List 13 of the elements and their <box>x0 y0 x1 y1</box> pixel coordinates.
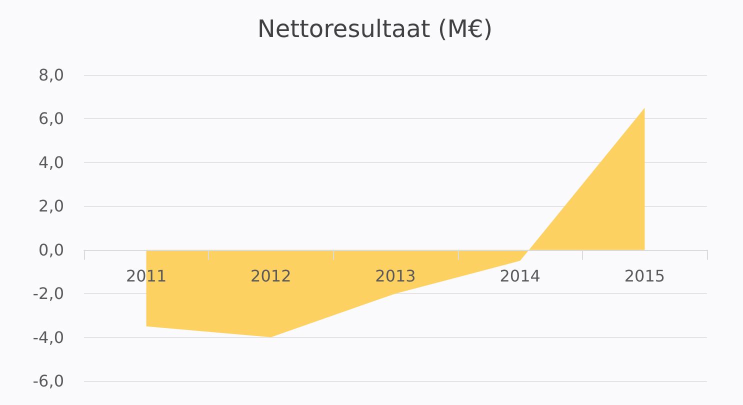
y-tick-label: -4,0 <box>32 328 64 347</box>
y-tick-label: -6,0 <box>32 372 64 390</box>
x-tick-label: 2013 <box>375 266 416 286</box>
x-tick-label: 2014 <box>500 266 540 286</box>
y-tick-label: 8,0 <box>38 66 64 84</box>
y-tick-label: -2,0 <box>32 284 64 304</box>
y-tick-label: 2,0 <box>38 196 64 216</box>
x-tick-label: 2012 <box>250 266 292 286</box>
y-tick-label: 0,0 <box>38 240 64 260</box>
y-tick-label: 6,0 <box>38 109 64 128</box>
x-tick-label: 2015 <box>624 266 666 286</box>
y-tick-label: 4,0 <box>38 152 64 172</box>
chart-title: Nettoresultaat (M€) <box>257 15 493 43</box>
